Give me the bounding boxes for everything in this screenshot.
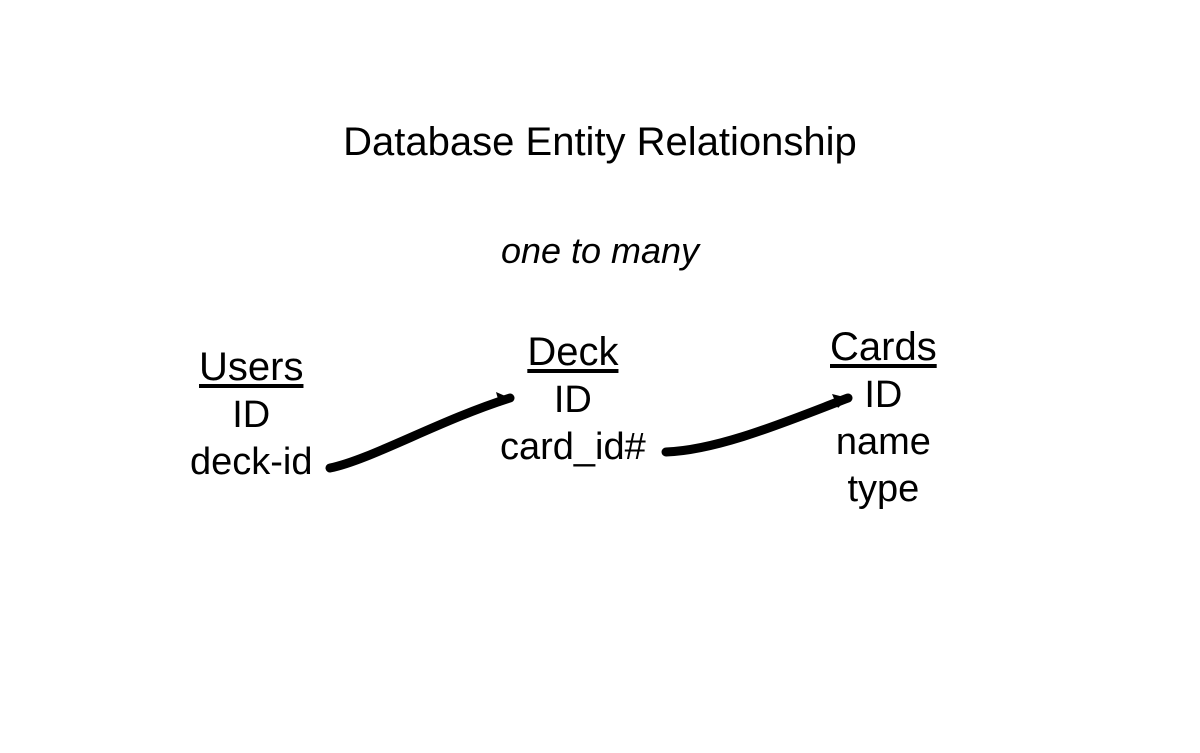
entity-deck-name: Deck	[500, 330, 646, 375]
entity-cards: Cards ID name type	[830, 325, 937, 511]
diagram-subtitle: one to many	[0, 230, 1200, 272]
entity-cards-attr-0: ID	[830, 374, 937, 417]
arrow-users-to-deck	[330, 392, 510, 468]
entity-users: Users ID deck-id	[190, 345, 313, 484]
arrow-deck-to-cards	[666, 394, 848, 452]
entity-cards-name: Cards	[830, 325, 937, 370]
entity-deck: Deck ID card_id#	[500, 330, 646, 469]
entity-deck-attr-1: card_id#	[500, 426, 646, 469]
entity-cards-attr-2: type	[830, 468, 937, 511]
entity-deck-attr-0: ID	[500, 379, 646, 422]
arrow-path-1	[330, 398, 510, 468]
arrow-path-2	[666, 398, 848, 452]
entity-users-attr-0: ID	[190, 394, 313, 437]
entity-users-name: Users	[190, 345, 313, 390]
diagram-title: Database Entity Relationship	[0, 120, 1200, 165]
entity-users-attr-1: deck-id	[190, 441, 313, 484]
entity-cards-attr-1: name	[830, 421, 937, 464]
